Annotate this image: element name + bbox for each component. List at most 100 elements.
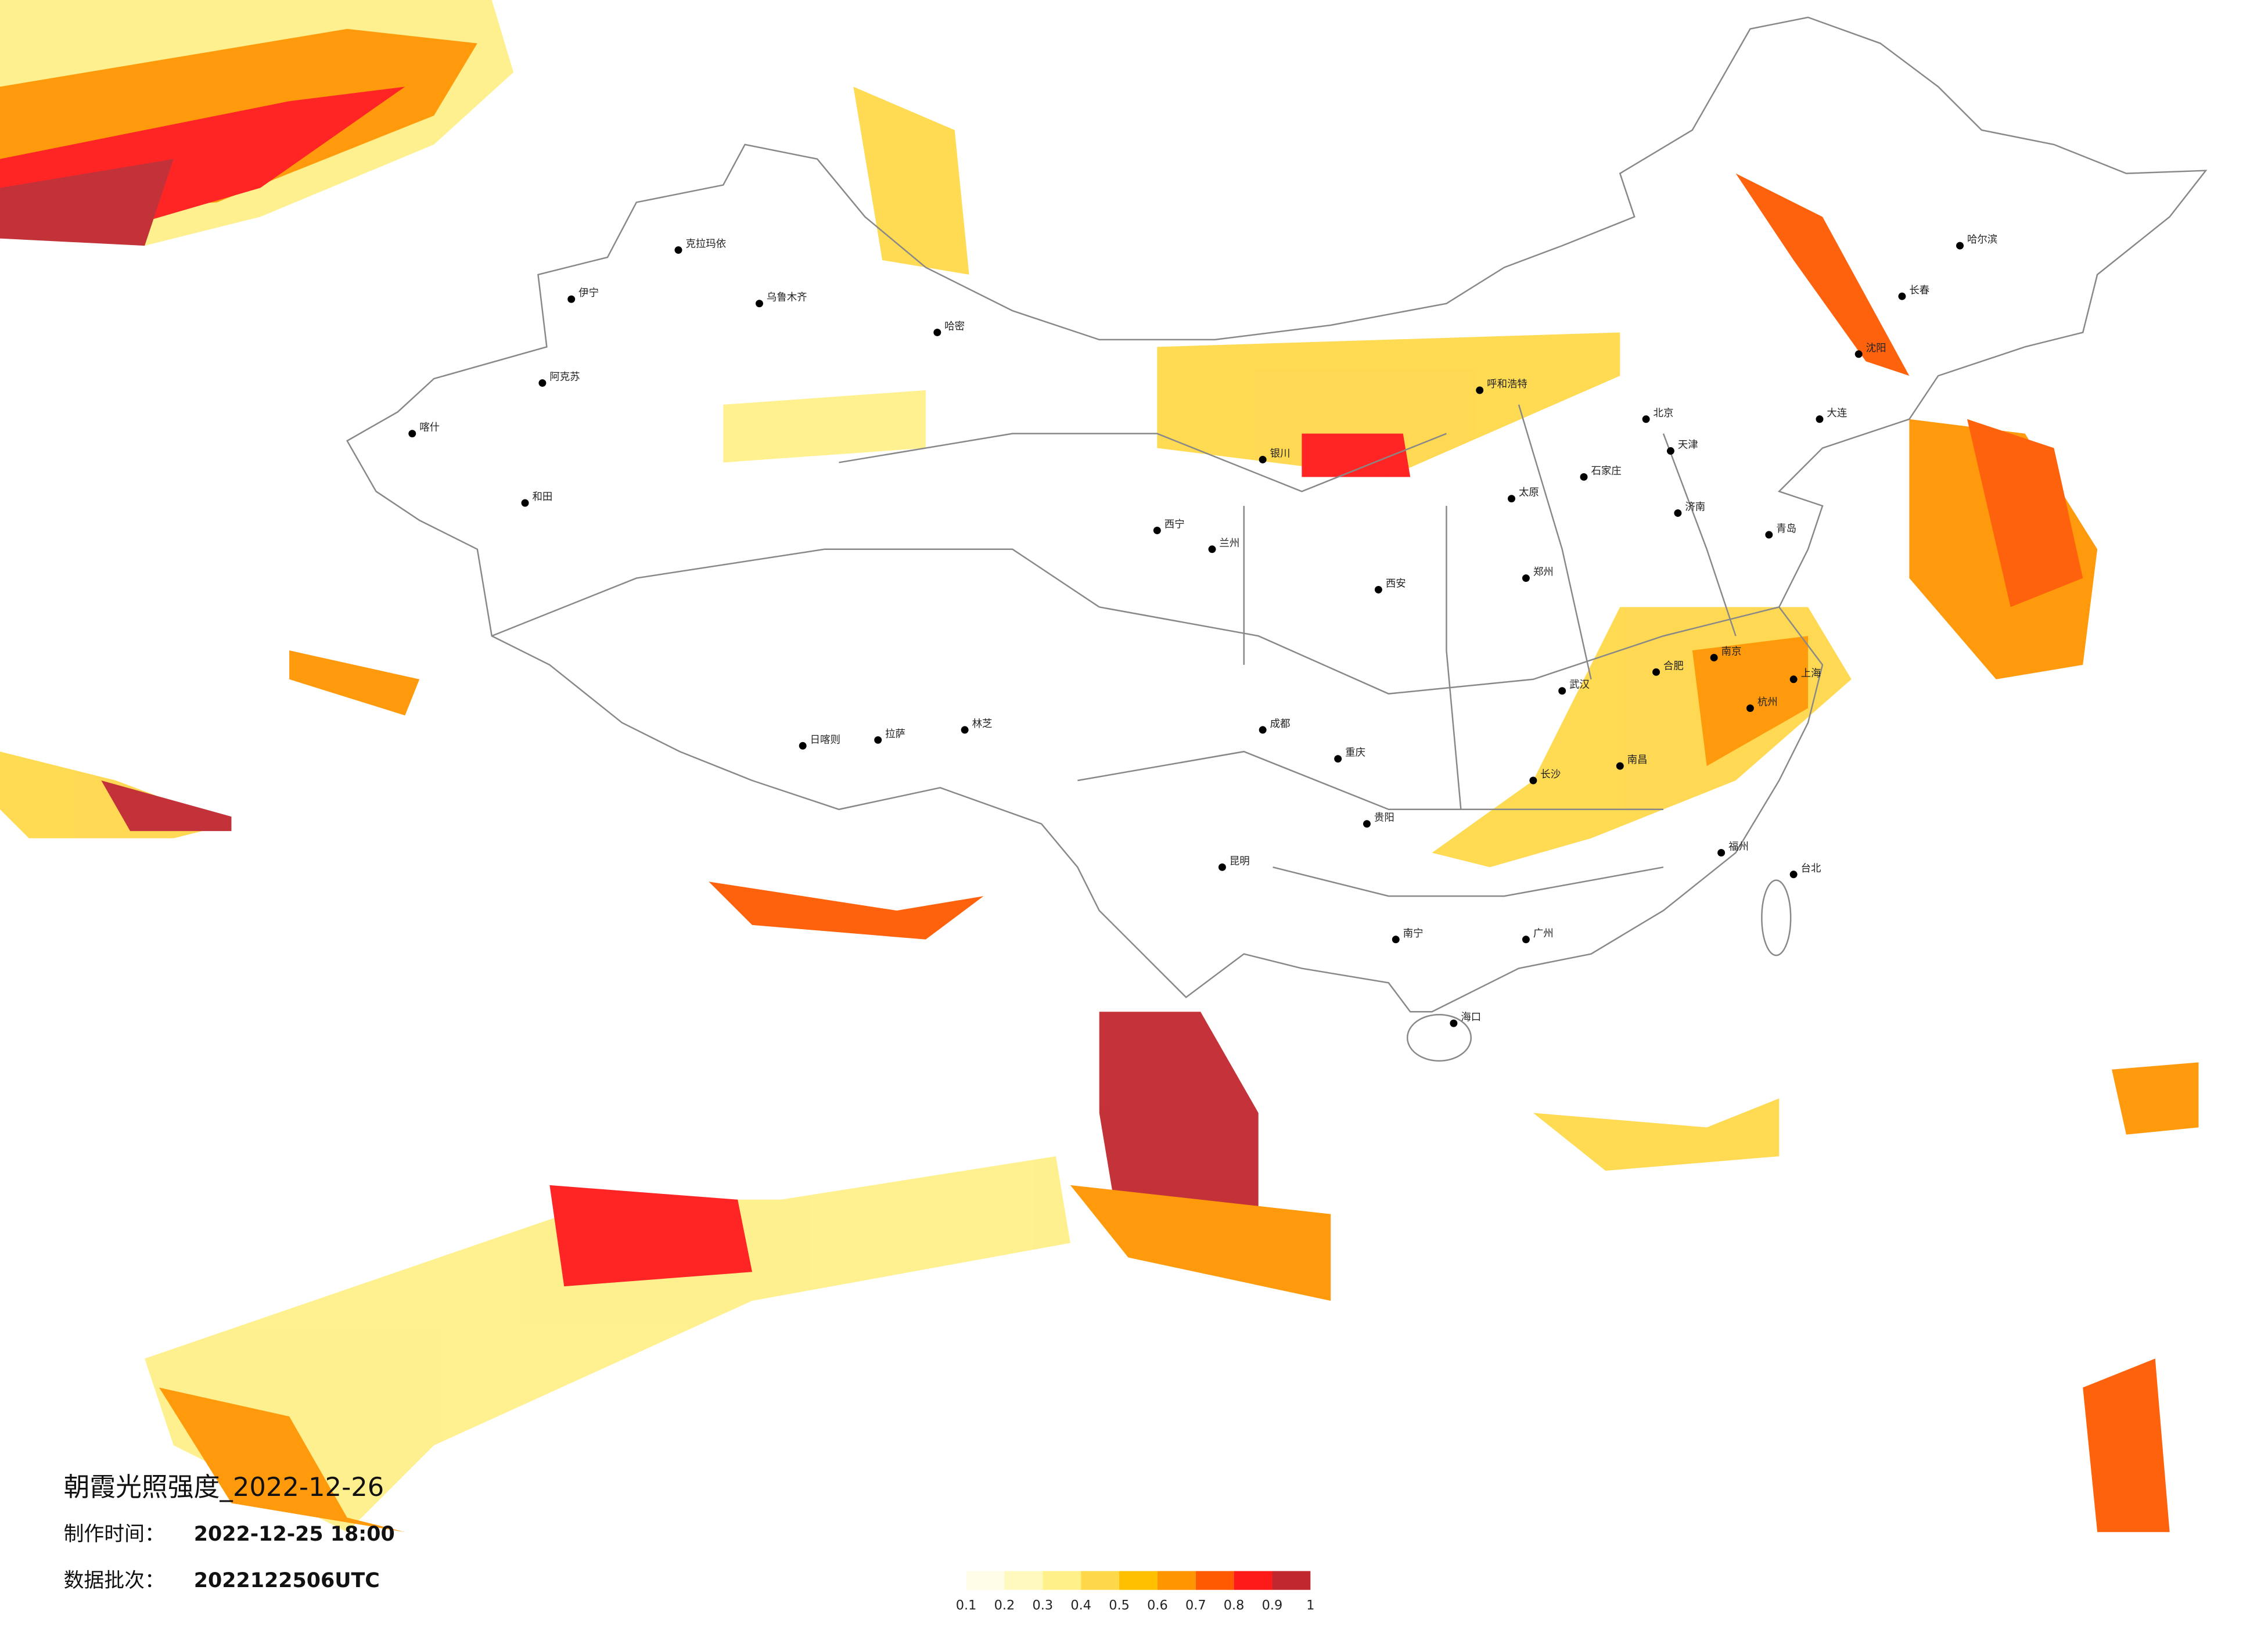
city-dot xyxy=(1334,755,1342,763)
heat-area xyxy=(1157,332,1620,477)
city-dot xyxy=(1674,509,1682,517)
legend-tick-label: 0.5 xyxy=(1109,1598,1130,1613)
made-label: 制作时间： xyxy=(64,1523,165,1546)
city-label: 西安 xyxy=(1386,578,1406,590)
city-label: 南宁 xyxy=(1403,928,1424,940)
legend-swatch xyxy=(1004,1571,1043,1590)
city-label: 合肥 xyxy=(1663,660,1684,672)
city-dot xyxy=(1259,455,1267,463)
city-dot xyxy=(1450,1019,1458,1027)
legend-tick-label: 0.9 xyxy=(1262,1598,1283,1613)
city-label: 成都 xyxy=(1270,718,1291,730)
heat-area xyxy=(1533,1098,1780,1171)
city-label: 武汉 xyxy=(1569,679,1590,691)
city-dot xyxy=(756,300,763,308)
city-label: 郑州 xyxy=(1533,567,1554,578)
city-label: 哈密 xyxy=(944,321,965,332)
legend-tick-label: 0.8 xyxy=(1224,1598,1245,1613)
legend-swatch xyxy=(1043,1571,1081,1590)
hainan xyxy=(1406,1013,1472,1062)
legend-swatch xyxy=(1195,1571,1234,1590)
city-label: 昆明 xyxy=(1230,855,1250,867)
heat-area xyxy=(2083,1358,2170,1533)
city-label: 阿克苏 xyxy=(549,372,580,383)
heat-area xyxy=(289,650,420,715)
legend-tick-label: 0.3 xyxy=(1033,1598,1054,1613)
heat-area xyxy=(853,87,969,275)
city-label: 贵阳 xyxy=(1374,812,1394,824)
city-label: 长春 xyxy=(1909,285,1929,296)
city-dot xyxy=(1765,531,1773,539)
city-label: 石家庄 xyxy=(1591,465,1621,477)
heat-area xyxy=(2112,1062,2199,1135)
city-label: 沈阳 xyxy=(1866,343,1886,354)
legend-tick-label: 0.2 xyxy=(994,1598,1015,1613)
legend-swatch xyxy=(1081,1571,1120,1590)
city-dot xyxy=(933,328,941,336)
city-dot xyxy=(1616,762,1624,770)
city-dot xyxy=(1580,473,1588,481)
city-dot xyxy=(1476,386,1484,394)
city-dot xyxy=(799,742,807,750)
city-dot xyxy=(1522,574,1530,582)
city-dot xyxy=(538,379,547,387)
city-label: 和田 xyxy=(532,491,552,503)
city-label: 西宁 xyxy=(1164,519,1185,530)
city-label: 乌鲁木齐 xyxy=(767,292,807,304)
city-label: 呼和浩特 xyxy=(1487,379,1527,390)
city-label: 上海 xyxy=(1801,668,1821,679)
city-label: 喀什 xyxy=(419,422,440,434)
city-label: 太原 xyxy=(1519,487,1539,499)
made-time: 2022-12-25 18:00 xyxy=(194,1523,395,1546)
city-label: 拉萨 xyxy=(885,728,905,740)
city-dot xyxy=(1392,936,1400,944)
city-dot xyxy=(408,430,416,438)
city-dot xyxy=(1374,585,1382,593)
city-dot xyxy=(1666,447,1674,455)
heat-area xyxy=(1099,1012,1259,1214)
batch-label: 数据批次： xyxy=(64,1569,165,1592)
legend-swatch xyxy=(1272,1571,1311,1590)
city-dot xyxy=(1789,870,1798,879)
heat-area xyxy=(145,1156,1070,1533)
legend-tick-label: 0.7 xyxy=(1185,1598,1206,1613)
city-dot xyxy=(1153,526,1161,534)
city-label: 济南 xyxy=(1685,502,1705,513)
city-label: 哈尔滨 xyxy=(1967,234,1997,246)
city-label: 伊宁 xyxy=(578,287,599,299)
city-dot xyxy=(1652,668,1660,676)
city-dot xyxy=(1642,415,1650,423)
city-label: 重庆 xyxy=(1345,747,1365,759)
city-dot xyxy=(1710,653,1718,661)
city-label: 杭州 xyxy=(1757,697,1778,708)
city-label: 海口 xyxy=(1461,1012,1481,1023)
legend-tick-label: 1 xyxy=(1306,1598,1314,1613)
legend-tick-label: 0.6 xyxy=(1147,1598,1168,1613)
city-dot xyxy=(1816,415,1824,423)
heat-area xyxy=(0,159,174,246)
city-label: 兰州 xyxy=(1219,538,1239,549)
city-dot xyxy=(1558,687,1566,695)
city-dot xyxy=(1898,292,1906,300)
heat-area xyxy=(549,1185,753,1287)
city-dot xyxy=(1508,495,1515,503)
city-dot xyxy=(1218,863,1226,871)
city-dot xyxy=(1522,936,1530,944)
city-label: 广州 xyxy=(1533,928,1554,940)
heat-area xyxy=(101,780,232,832)
city-label: 福州 xyxy=(1728,841,1749,852)
city-dot xyxy=(1789,675,1798,684)
heat-field xyxy=(0,0,2199,1533)
city-dot xyxy=(1208,545,1216,553)
heat-area xyxy=(1692,636,1809,767)
city-dot xyxy=(1529,776,1537,785)
heat-area xyxy=(1302,433,1411,477)
city-label: 克拉玛依 xyxy=(685,239,726,250)
city-dot xyxy=(674,246,682,254)
city-label: 青岛 xyxy=(1776,523,1796,535)
city-label: 台北 xyxy=(1801,863,1821,875)
heat-area xyxy=(1735,173,1910,376)
city-dot xyxy=(521,499,529,507)
